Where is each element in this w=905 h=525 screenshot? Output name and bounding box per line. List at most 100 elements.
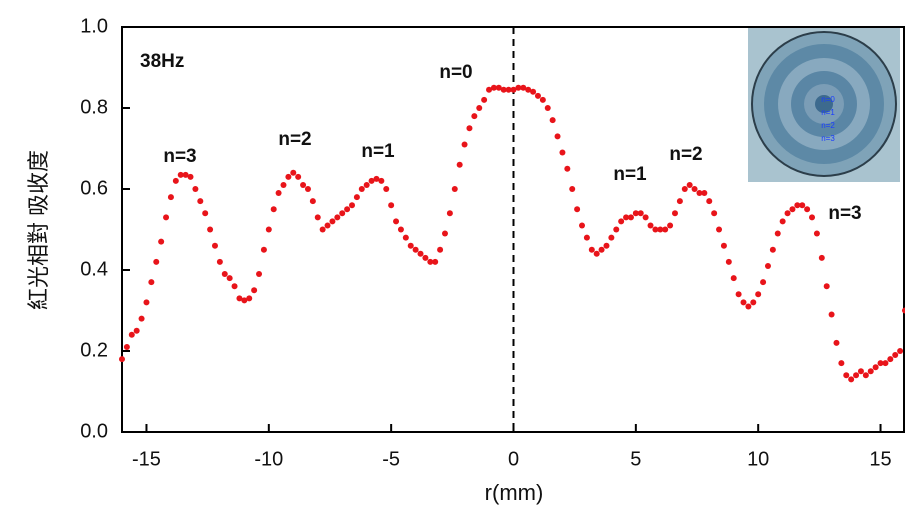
data-point xyxy=(163,214,170,221)
data-point xyxy=(549,117,556,124)
data-point xyxy=(397,226,404,233)
data-point xyxy=(133,327,140,334)
x-tick-label: 15 xyxy=(869,448,891,470)
data-point xyxy=(657,226,664,233)
data-point xyxy=(544,105,551,111)
data-point xyxy=(187,173,194,180)
data-point xyxy=(755,291,762,298)
data-point xyxy=(500,86,507,93)
y-tick-label: 0.2 xyxy=(80,339,108,361)
data-point xyxy=(769,246,776,253)
data-point xyxy=(569,186,576,192)
data-point xyxy=(676,198,683,205)
data-point xyxy=(441,230,448,237)
data-point xyxy=(618,218,625,225)
data-point xyxy=(818,254,825,261)
data-point xyxy=(334,214,341,221)
data-point xyxy=(471,113,478,120)
data-point xyxy=(534,92,541,99)
annotation: 38Hz xyxy=(140,51,184,72)
data-point xyxy=(652,226,659,233)
data-point xyxy=(295,173,302,180)
data-point xyxy=(353,194,360,201)
data-point xyxy=(794,202,801,209)
data-point xyxy=(319,226,326,233)
data-point xyxy=(427,258,434,265)
data-point xyxy=(466,125,473,132)
data-point xyxy=(417,250,424,257)
data-point xyxy=(280,181,287,188)
data-point xyxy=(745,303,752,310)
data-point xyxy=(588,246,595,253)
data-point xyxy=(706,198,713,205)
data-point xyxy=(632,210,639,217)
data-point xyxy=(241,297,248,304)
data-point xyxy=(720,242,727,249)
data-point xyxy=(349,202,356,209)
data-point xyxy=(192,186,199,192)
inset-label: n=1 xyxy=(821,108,835,117)
data-point xyxy=(153,258,160,265)
annotation: n=3 xyxy=(163,146,196,167)
data-point xyxy=(236,295,243,302)
data-point xyxy=(231,283,238,290)
data-point xyxy=(784,210,791,217)
data-point xyxy=(838,360,845,367)
data-point xyxy=(711,210,718,217)
data-point xyxy=(251,287,258,294)
data-point xyxy=(481,96,488,103)
data-point xyxy=(686,181,693,188)
data-point xyxy=(813,230,820,237)
data-point xyxy=(275,190,282,197)
data-point xyxy=(207,226,214,233)
data-point xyxy=(451,186,458,192)
annotation: n=2 xyxy=(669,144,702,165)
data-point xyxy=(270,206,277,213)
data-point xyxy=(373,175,380,182)
data-point xyxy=(407,242,414,249)
data-point xyxy=(422,254,429,261)
data-point xyxy=(138,315,145,322)
data-point xyxy=(216,258,223,265)
data-point xyxy=(344,206,351,213)
data-point xyxy=(486,86,493,93)
data-point xyxy=(119,356,125,363)
data-point xyxy=(902,307,905,314)
data-point xyxy=(285,173,292,180)
data-point xyxy=(853,372,860,379)
data-point xyxy=(574,206,581,213)
data-point xyxy=(456,161,463,168)
data-point xyxy=(725,258,732,265)
data-point xyxy=(623,214,630,221)
data-point xyxy=(564,165,571,172)
data-point xyxy=(833,339,840,346)
data-point xyxy=(539,96,546,103)
annotation: n=2 xyxy=(278,129,311,150)
data-point xyxy=(339,210,346,217)
data-point xyxy=(358,186,365,192)
data-point xyxy=(256,271,263,278)
annotation: n=3 xyxy=(828,203,861,224)
data-point xyxy=(681,186,688,192)
data-point xyxy=(324,222,331,229)
y-tick-label: 0.0 xyxy=(80,420,108,442)
data-point xyxy=(804,206,811,213)
data-point xyxy=(167,194,174,201)
data-point xyxy=(848,376,855,383)
data-point xyxy=(862,372,869,379)
data-point xyxy=(148,279,155,286)
y-tick-label: 0.4 xyxy=(80,258,108,280)
data-point xyxy=(730,275,737,282)
data-point xyxy=(774,230,781,237)
inset-label: n=0 xyxy=(821,95,835,104)
data-point xyxy=(789,206,796,213)
x-axis-label: r(mm) xyxy=(485,480,544,505)
data-point xyxy=(437,246,444,253)
inset-ring xyxy=(815,95,833,113)
y-tick-label: 0.8 xyxy=(80,96,108,118)
x-tick-label: -15 xyxy=(132,448,161,470)
data-point xyxy=(402,234,409,241)
data-point xyxy=(530,88,537,95)
data-point xyxy=(872,364,879,371)
